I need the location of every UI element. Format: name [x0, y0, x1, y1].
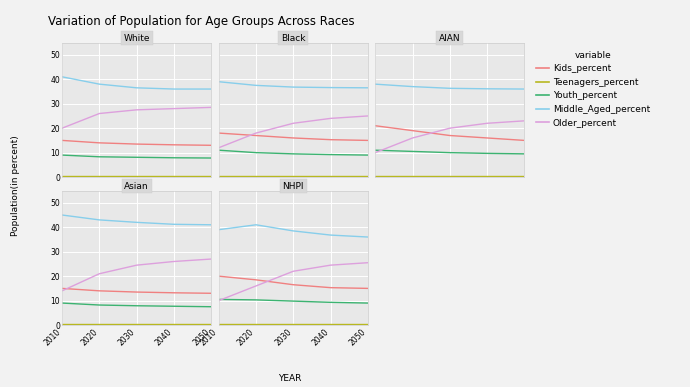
Text: YEAR: YEAR — [278, 374, 302, 383]
Text: Black: Black — [281, 34, 306, 43]
Text: Variation of Population for Age Groups Across Races: Variation of Population for Age Groups A… — [48, 15, 355, 29]
Text: AIAN: AIAN — [439, 34, 461, 43]
Text: Population(in percent): Population(in percent) — [10, 135, 20, 236]
Text: Asian: Asian — [124, 182, 149, 190]
Text: White: White — [124, 34, 150, 43]
Legend: Kids_percent, Teenagers_percent, Youth_percent, Middle_Aged_percent, Older_perce: Kids_percent, Teenagers_percent, Youth_p… — [536, 51, 650, 128]
Text: NHPI: NHPI — [282, 182, 304, 190]
